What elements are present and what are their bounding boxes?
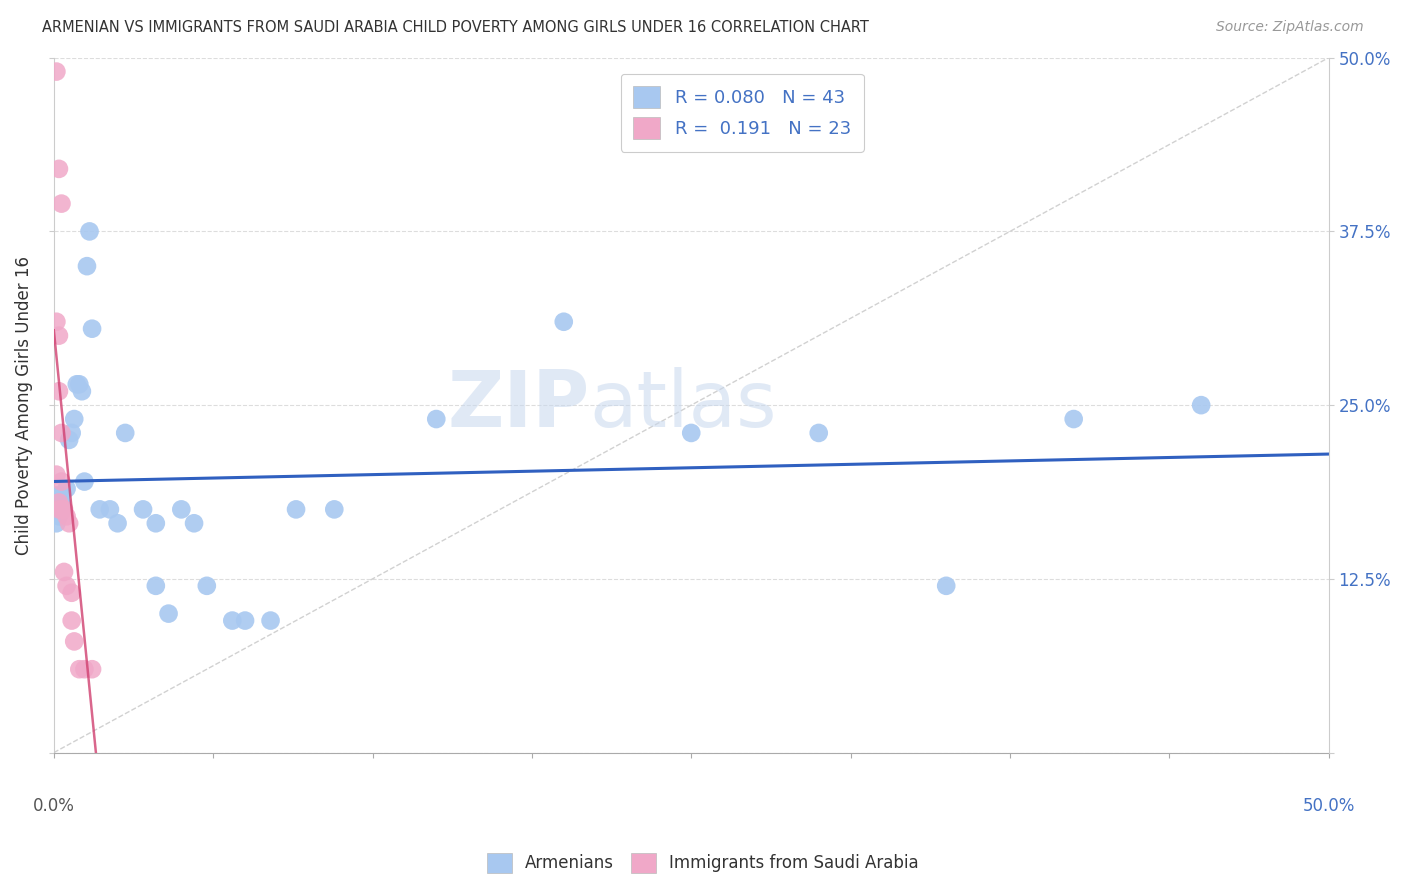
Point — [76, 259, 98, 273]
Text: 50.0%: 50.0% — [1302, 797, 1355, 815]
Point — [55, 482, 77, 496]
Point — [73, 475, 96, 489]
Point — [58, 516, 80, 531]
Point — [51, 495, 73, 509]
Point — [55, 509, 77, 524]
Point — [553, 315, 575, 329]
Point — [51, 425, 73, 440]
Point — [51, 488, 73, 502]
Point — [48, 509, 70, 524]
Point — [60, 586, 83, 600]
Point — [170, 502, 193, 516]
Point — [807, 425, 830, 440]
Point — [67, 662, 90, 676]
Point — [1189, 398, 1212, 412]
Point — [55, 579, 77, 593]
Text: ARMENIAN VS IMMIGRANTS FROM SAUDI ARABIA CHILD POVERTY AMONG GIRLS UNDER 16 CORR: ARMENIAN VS IMMIGRANTS FROM SAUDI ARABIA… — [42, 20, 869, 35]
Point — [107, 516, 129, 531]
Point — [79, 224, 101, 238]
Legend: Armenians, Immigrants from Saudi Arabia: Armenians, Immigrants from Saudi Arabia — [481, 847, 925, 880]
Point — [285, 502, 308, 516]
Legend: R = 0.080   N = 43, R =  0.191   N = 23: R = 0.080 N = 43, R = 0.191 N = 23 — [620, 74, 863, 152]
Point — [114, 425, 136, 440]
Point — [45, 516, 67, 531]
Point — [51, 196, 73, 211]
Point — [73, 662, 96, 676]
Point — [80, 662, 103, 676]
Point — [45, 467, 67, 482]
Point — [45, 64, 67, 78]
Text: 0.0%: 0.0% — [32, 797, 75, 815]
Point — [259, 614, 281, 628]
Point — [51, 495, 73, 509]
Point — [45, 488, 67, 502]
Point — [425, 412, 447, 426]
Text: atlas: atlas — [589, 368, 776, 443]
Point — [1063, 412, 1085, 426]
Y-axis label: Child Poverty Among Girls Under 16: Child Poverty Among Girls Under 16 — [15, 256, 32, 555]
Point — [48, 328, 70, 343]
Point — [60, 614, 83, 628]
Point — [195, 579, 218, 593]
Point — [67, 377, 90, 392]
Point — [70, 384, 93, 399]
Point — [48, 495, 70, 509]
Text: ZIP: ZIP — [447, 368, 589, 443]
Point — [58, 433, 80, 447]
Point — [98, 502, 121, 516]
Point — [157, 607, 180, 621]
Point — [183, 516, 205, 531]
Point — [48, 502, 70, 516]
Point — [48, 384, 70, 399]
Point — [132, 502, 155, 516]
Point — [48, 502, 70, 516]
Text: Source: ZipAtlas.com: Source: ZipAtlas.com — [1216, 20, 1364, 34]
Point — [145, 579, 167, 593]
Point — [63, 412, 86, 426]
Point — [80, 321, 103, 335]
Point — [51, 502, 73, 516]
Point — [45, 315, 67, 329]
Point — [221, 614, 243, 628]
Point — [53, 565, 76, 579]
Point — [63, 634, 86, 648]
Point — [233, 614, 256, 628]
Point — [145, 516, 167, 531]
Point — [681, 425, 703, 440]
Point — [935, 579, 957, 593]
Point — [51, 475, 73, 489]
Point — [53, 502, 76, 516]
Point — [48, 161, 70, 176]
Point — [323, 502, 346, 516]
Point — [60, 425, 83, 440]
Point — [89, 502, 111, 516]
Point — [48, 502, 70, 516]
Point — [66, 377, 89, 392]
Point — [51, 502, 73, 516]
